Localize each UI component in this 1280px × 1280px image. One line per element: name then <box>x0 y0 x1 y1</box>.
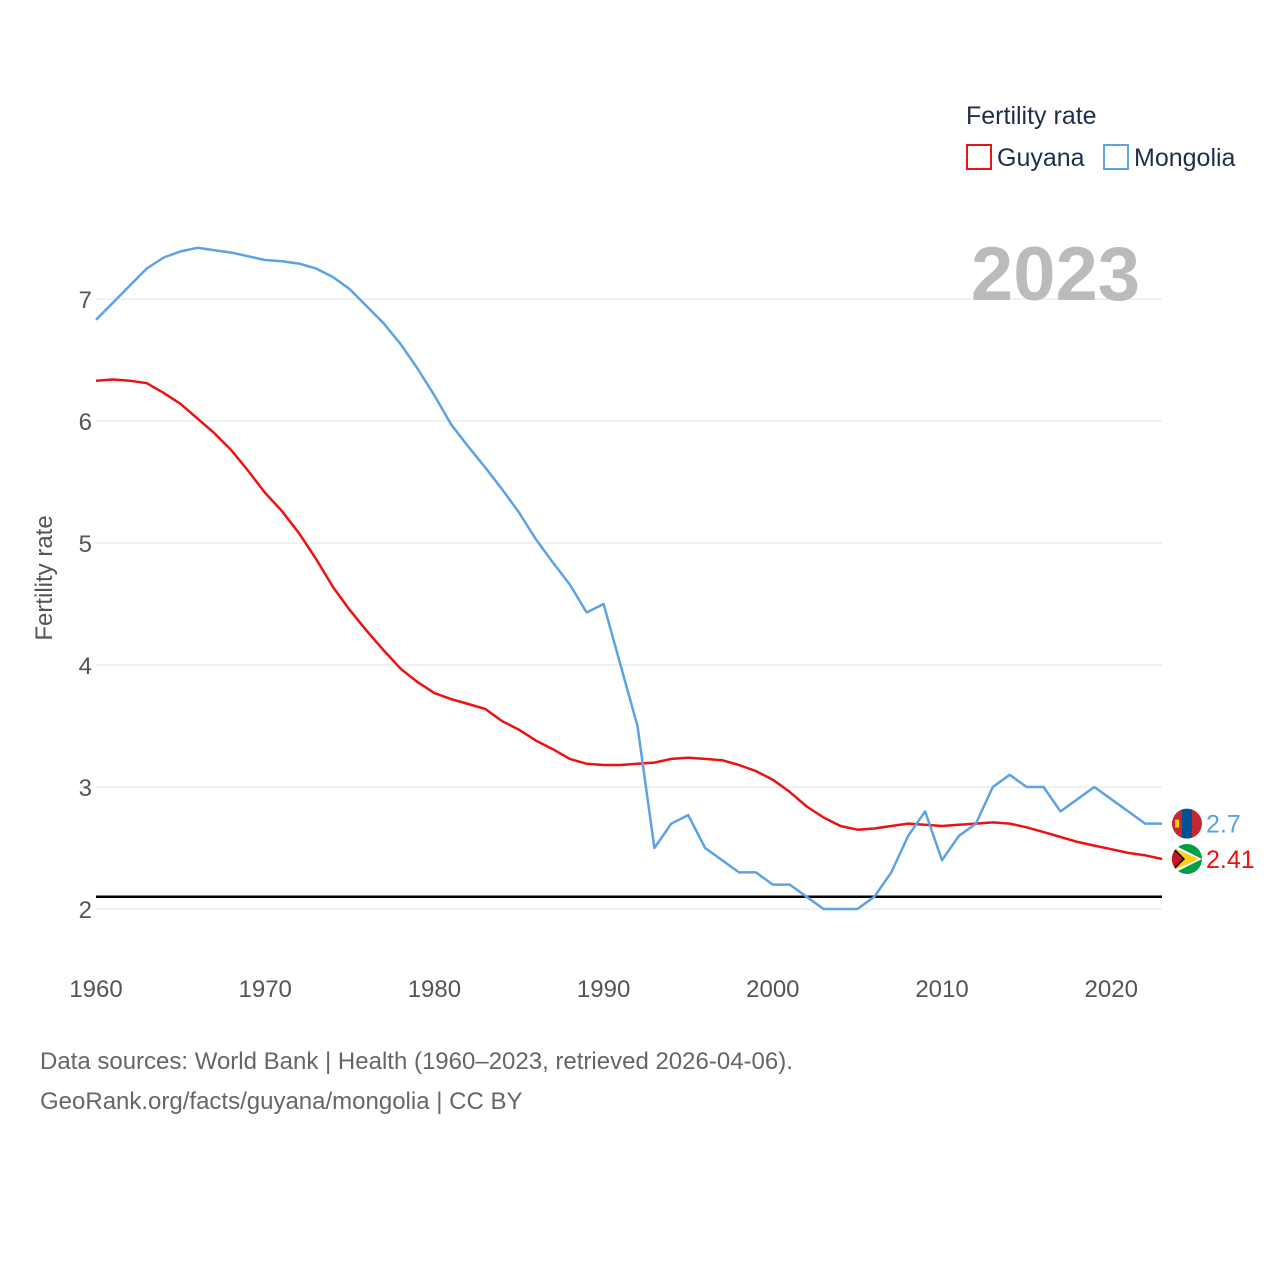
data-sources-footer: Data sources: World Bank | Health (1960–… <box>40 1042 793 1122</box>
guyana-flag-icon <box>1172 843 1202 874</box>
y-tick-label-3: 3 <box>79 775 92 802</box>
x-tick-label-2020: 2020 <box>1085 976 1138 1003</box>
end-value-label-guyana: 2.41 <box>1206 846 1255 874</box>
x-axis-ticks: 1960 1970 1980 1990 2000 2010 2020 <box>69 976 1138 1003</box>
x-tick-label-1970: 1970 <box>239 976 292 1003</box>
gridlines <box>96 298 1162 910</box>
y-tick-label-4: 4 <box>79 653 92 680</box>
x-tick-label-1990: 1990 <box>577 976 630 1003</box>
legend-title: Fertility rate <box>966 102 1097 130</box>
end-value-label-mongolia: 2.7 <box>1206 811 1241 839</box>
legend: Fertility rate Guyana Mongolia <box>966 102 1236 172</box>
y-tick-label-7: 7 <box>79 287 92 314</box>
series-line-mongolia[interactable] <box>95 246 1162 911</box>
legend-swatch-guyana[interactable] <box>966 144 992 170</box>
series-lines <box>95 246 1163 911</box>
x-tick-label-1980: 1980 <box>408 976 461 1003</box>
x-tick-label-2000: 2000 <box>746 976 799 1003</box>
y-axis-ticks: 2 3 4 5 6 7 <box>79 287 92 924</box>
legend-label-mongolia[interactable]: Mongolia <box>1134 144 1236 172</box>
data-sources-text: Data sources: World Bank | Health (1960–… <box>40 1048 793 1075</box>
y-tick-label-5: 5 <box>79 531 92 558</box>
x-tick-label-2010: 2010 <box>915 976 968 1003</box>
y-tick-label-2: 2 <box>79 897 92 924</box>
series-line-guyana[interactable] <box>95 378 1163 861</box>
year-label: 2023 <box>971 232 1140 317</box>
attribution-link[interactable]: GeoRank.org/facts/guyana/mongolia | CC B… <box>40 1088 523 1115</box>
mongolia-flag-icon <box>1172 808 1202 839</box>
x-tick-label-1960: 1960 <box>69 976 122 1003</box>
legend-label-guyana[interactable]: Guyana <box>997 144 1085 172</box>
y-tick-label-6: 6 <box>79 409 92 436</box>
y-axis-title: Fertility rate <box>31 515 58 640</box>
end-labels: 2.7 2.41 <box>1172 808 1255 874</box>
legend-swatch-mongolia[interactable] <box>1103 144 1129 170</box>
